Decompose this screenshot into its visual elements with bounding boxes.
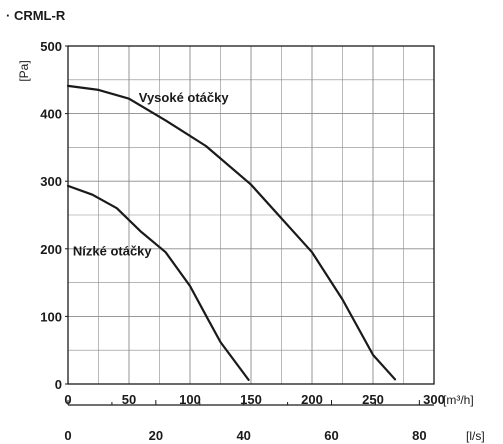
chart-title: · CRML-R xyxy=(6,8,66,23)
x-tick-label: 200 xyxy=(301,392,323,407)
y-axis-label: [Pa] xyxy=(17,60,31,81)
series-line-low-speed xyxy=(66,184,250,381)
x-tick-label: 50 xyxy=(122,392,136,407)
plot-frame xyxy=(67,45,435,385)
y-tick-label: 200 xyxy=(40,242,62,257)
x2-tick-label: 20 xyxy=(149,428,163,443)
series-label-low-speed: Nízké otáčky xyxy=(73,244,153,259)
y-tick-label: 300 xyxy=(40,174,62,189)
x-tick-label: 250 xyxy=(362,392,384,407)
x2-tick-label: 0 xyxy=(64,428,71,443)
plot-border xyxy=(67,45,435,385)
x-tick-label: 100 xyxy=(179,392,201,407)
series-layer xyxy=(66,84,397,381)
x-tick-label: 0 xyxy=(64,392,71,407)
series-line-high-speed xyxy=(66,84,397,381)
x2-tick-label: 60 xyxy=(324,428,338,443)
x2-tick-label: 40 xyxy=(236,428,250,443)
y-tick-label: 500 xyxy=(40,39,62,54)
series-label-high-speed: Vysoké otáčky xyxy=(139,90,230,105)
y-tick-label: 0 xyxy=(55,377,62,392)
x2-axis-label: [l/s] xyxy=(466,429,485,443)
x2-tick-label: 80 xyxy=(412,428,426,443)
tick-labels: 0 100 200 300 400 500 0 50 100 150 200 250 300 0 20 40 6… xyxy=(40,39,445,443)
y-tick-label: 100 xyxy=(40,309,62,324)
x-axis-label: [m³/h] xyxy=(443,393,474,407)
x-tick-label: 150 xyxy=(240,392,262,407)
x-tick-label: 300 xyxy=(423,392,445,407)
y-tick-label: 400 xyxy=(40,107,62,122)
